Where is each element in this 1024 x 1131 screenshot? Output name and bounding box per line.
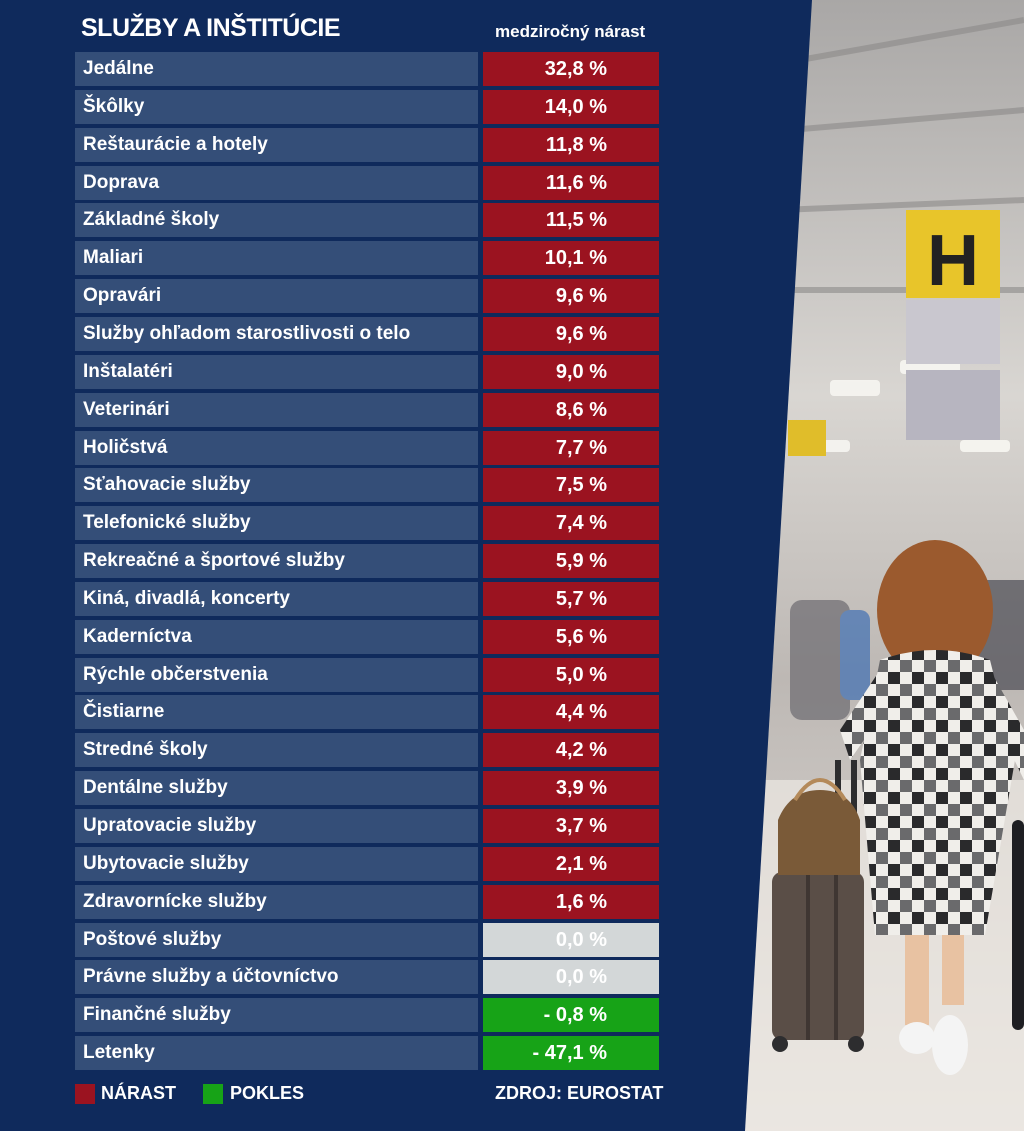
- table-row: Veterinári 8,6 %: [75, 393, 659, 427]
- row-value: 5,6 %: [483, 620, 659, 654]
- table-row: Základné školy 11,5 %: [75, 203, 659, 237]
- row-label: Letenky: [75, 1036, 478, 1070]
- row-value: 5,0 %: [483, 658, 659, 692]
- row-label: Kaderníctva: [75, 620, 478, 654]
- row-label: Ubytovacie služby: [75, 847, 478, 881]
- row-label: Základné školy: [75, 203, 478, 237]
- table-row: Kaderníctva 5,6 %: [75, 620, 659, 654]
- row-label: Kiná, divadlá, koncerty: [75, 582, 478, 616]
- row-value: 11,8 %: [483, 128, 659, 162]
- table-row: Zdravornícke služby 1,6 %: [75, 885, 659, 919]
- row-value: 7,7 %: [483, 431, 659, 465]
- row-value: 11,6 %: [483, 166, 659, 200]
- legend-increase-swatch: [75, 1084, 95, 1104]
- row-label: Jedálne: [75, 52, 478, 86]
- row-value: 7,4 %: [483, 506, 659, 540]
- row-value: - 47,1 %: [483, 1036, 659, 1070]
- row-value: 10,1 %: [483, 241, 659, 275]
- row-label: Dentálne služby: [75, 771, 478, 805]
- row-value: 32,8 %: [483, 52, 659, 86]
- table-row: Opravári 9,6 %: [75, 279, 659, 313]
- row-label: Maliari: [75, 241, 478, 275]
- row-label: Inštalatéri: [75, 355, 478, 389]
- table-row: Telefonické služby 7,4 %: [75, 506, 659, 540]
- row-label: Stredné školy: [75, 733, 478, 767]
- table-row: Ubytovacie služby 2,1 %: [75, 847, 659, 881]
- row-value: 1,6 %: [483, 885, 659, 919]
- table-row: Reštaurácie a hotely 11,8 %: [75, 128, 659, 162]
- row-value: 8,6 %: [483, 393, 659, 427]
- table-row: Finančné služby - 0,8 %: [75, 998, 659, 1032]
- row-value: 9,0 %: [483, 355, 659, 389]
- row-label: Zdravornícke služby: [75, 885, 478, 919]
- table-row: Inštalatéri 9,0 %: [75, 355, 659, 389]
- row-label: Právne služby a účtovníctvo: [75, 960, 478, 994]
- table-row: Rýchle občerstvenia 5,0 %: [75, 658, 659, 692]
- row-label: Rýchle občerstvenia: [75, 658, 478, 692]
- row-value: 5,9 %: [483, 544, 659, 578]
- column-header: medziročný nárast: [495, 22, 646, 41]
- row-label: Holičstvá: [75, 431, 478, 465]
- table-row: Služby ohľadom starostlivosti o telo 9,6 …: [75, 317, 659, 351]
- row-label: Čistiarne: [75, 695, 478, 729]
- table-row: Kiná, divadlá, koncerty 5,7 %: [75, 582, 659, 616]
- row-value: 4,2 %: [483, 733, 659, 767]
- table-row: Jedálne 32,8 %: [75, 52, 659, 86]
- row-value: 3,9 %: [483, 771, 659, 805]
- table-row: Upratovacie služby 3,7 %: [75, 809, 659, 843]
- row-value: 14,0 %: [483, 90, 659, 124]
- table-row: Sťahovacie služby 7,5 %: [75, 468, 659, 502]
- row-value: 2,1 %: [483, 847, 659, 881]
- row-label: Upratovacie služby: [75, 809, 478, 843]
- table-row: Právne služby a účtovníctvo 0,0 %: [75, 960, 659, 994]
- row-value: 0,0 %: [483, 960, 659, 994]
- row-value: 9,6 %: [483, 279, 659, 313]
- row-label: Doprava: [75, 166, 478, 200]
- row-label: Telefonické služby: [75, 506, 478, 540]
- row-label: Poštové služby: [75, 923, 478, 957]
- table-row: Rekreačné a športové služby 5,9 %: [75, 544, 659, 578]
- sign-letter: H: [927, 221, 979, 301]
- row-label: Služby ohľadom starostlivosti o telo: [75, 317, 478, 351]
- legend-decrease-swatch: [203, 1084, 223, 1104]
- row-label: Reštaurácie a hotely: [75, 128, 478, 162]
- source-label: ZDROJ: EUROSTAT: [495, 1083, 664, 1103]
- row-value: 5,7 %: [483, 582, 659, 616]
- chart-title: SLUŽBY A INŠTITÚCIE: [81, 14, 341, 42]
- legend-increase-label: NÁRAST: [101, 1083, 176, 1103]
- row-value: - 0,8 %: [483, 998, 659, 1032]
- row-label: Škôlky: [75, 90, 478, 124]
- legend-decrease-label: POKLES: [230, 1083, 305, 1103]
- table-row: Letenky - 47,1 %: [75, 1036, 659, 1070]
- row-label: Rekreačné a športové služby: [75, 544, 478, 578]
- table-row: Maliari 10,1 %: [75, 241, 659, 275]
- table-row: Čistiarne 4,4 %: [75, 695, 659, 729]
- table-row: Poštové služby 0,0 %: [75, 923, 659, 957]
- table-row: Škôlky 14,0 %: [75, 90, 659, 124]
- row-label: Opravári: [75, 279, 478, 313]
- row-value: 0,0 %: [483, 923, 659, 957]
- row-value: 7,5 %: [483, 468, 659, 502]
- row-label: Finančné služby: [75, 998, 478, 1032]
- table-row: Holičstvá 7,7 %: [75, 431, 659, 465]
- row-value: 11,5 %: [483, 203, 659, 237]
- row-label: Veterinári: [75, 393, 478, 427]
- table-row: Dentálne služby 3,9 %: [75, 771, 659, 805]
- table-row: Doprava 11,6 %: [75, 166, 659, 200]
- row-value: 4,4 %: [483, 695, 659, 729]
- table-row: Stredné školy 4,2 %: [75, 733, 659, 767]
- row-value: 9,6 %: [483, 317, 659, 351]
- row-value: 3,7 %: [483, 809, 659, 843]
- row-label: Sťahovacie služby: [75, 468, 478, 502]
